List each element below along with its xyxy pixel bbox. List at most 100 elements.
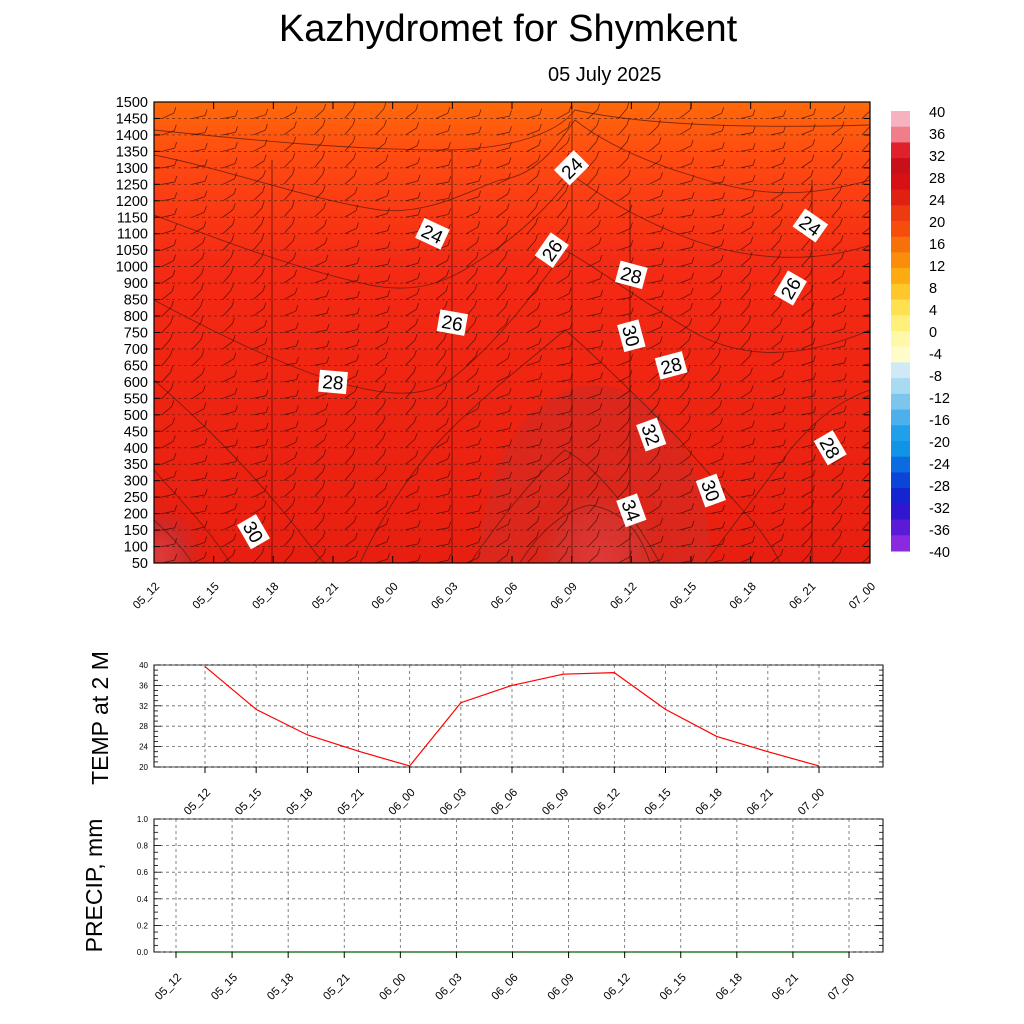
wind-barb-flag <box>478 536 482 543</box>
wind-barb <box>709 441 722 449</box>
wind-barb-flag <box>875 372 877 378</box>
wind-barb-flag <box>448 487 451 495</box>
wind-barb-flag <box>414 415 417 422</box>
wind-barb <box>496 340 508 350</box>
wind-barb-flag <box>538 123 542 131</box>
wind-barb <box>405 438 416 449</box>
wind-barb <box>222 256 232 267</box>
wind-barb-flag <box>265 108 269 115</box>
wind-barb-flag <box>507 352 511 359</box>
colorbar-tick-label: -32 <box>929 501 950 517</box>
wind-barb <box>435 355 445 366</box>
wind-barb-flag <box>384 465 387 472</box>
wind-barb <box>770 393 784 399</box>
precip-y-tick-label: 0.4 <box>137 895 149 904</box>
wind-barb-flag <box>173 107 177 114</box>
wind-barb-flag <box>869 157 870 158</box>
wind-barb <box>618 375 631 383</box>
wind-barb-flag <box>508 172 511 179</box>
wind-barb <box>374 558 388 563</box>
wind-barb-flag <box>782 502 786 510</box>
y-tick-label: 700 <box>124 342 148 358</box>
temp-x-tick-label: 06_00 <box>387 787 418 818</box>
colorbar-segment <box>891 126 910 143</box>
wind-barb-flag <box>174 208 178 215</box>
wind-barb-flag <box>447 254 450 261</box>
wind-barb-flag <box>234 172 238 179</box>
wind-barb-flag <box>447 470 451 477</box>
chart-date: 05 July 2025 <box>548 64 662 86</box>
wind-barb-flag <box>722 504 725 512</box>
wind-barb-flag <box>813 389 817 396</box>
wind-barb <box>770 554 782 563</box>
wind-barb <box>770 162 784 169</box>
wind-barb-flag <box>171 285 175 292</box>
wind-barb <box>770 323 781 333</box>
y-tick-label: 1300 <box>116 161 148 177</box>
wind-barb <box>283 190 293 202</box>
wind-barb <box>161 388 172 399</box>
wind-barb-flag <box>505 234 509 241</box>
wind-barb-flag <box>840 498 844 505</box>
wind-barb <box>313 439 325 449</box>
contour-label-bg <box>792 208 829 243</box>
wind-barb <box>344 158 355 169</box>
wind-barb-flag <box>630 240 634 247</box>
wind-barb-flag <box>783 422 786 429</box>
wind-barb <box>496 115 510 119</box>
wind-barb <box>618 406 629 416</box>
wind-barb-flag <box>869 503 870 504</box>
wind-barb <box>831 552 841 563</box>
wind-barb <box>831 190 841 202</box>
wind-barb-flag <box>811 154 815 161</box>
wind-barb-flag <box>261 547 265 554</box>
wind-barb <box>466 180 480 185</box>
wind-barb-flag <box>875 290 877 296</box>
wind-barb <box>770 376 783 383</box>
wind-barb <box>222 115 236 119</box>
contour-label-bg <box>553 150 590 186</box>
wind-barb-flag <box>414 432 418 440</box>
wind-barb-flag <box>691 208 695 216</box>
wind-barb <box>496 289 506 300</box>
wind-barb <box>679 473 691 482</box>
colorbar-segment <box>891 425 910 442</box>
wind-barb <box>435 147 449 152</box>
wind-barb-flag <box>478 455 482 462</box>
wind-barb-flag <box>265 389 269 396</box>
wind-barb-flag <box>505 218 509 226</box>
wind-barb-flag <box>570 373 573 380</box>
colorbar-segment <box>891 393 910 411</box>
colorbar-segment <box>891 299 910 316</box>
wind-barb <box>800 490 813 498</box>
wind-barb-flag <box>657 102 661 110</box>
wind-barb <box>161 112 175 119</box>
y-tick-label: 400 <box>124 441 148 457</box>
wind-barb <box>526 256 537 267</box>
wind-barb-flag <box>231 234 235 241</box>
wind-barb <box>405 231 419 235</box>
colorbar-segment <box>891 142 910 159</box>
wind-barb-flag <box>721 223 725 231</box>
wind-barb <box>557 111 570 119</box>
wind-barb-flag <box>687 382 691 389</box>
x-tick-label: 05_15 <box>191 581 222 612</box>
wind-barb <box>861 244 870 251</box>
wind-barb <box>466 211 479 218</box>
wind-barb <box>313 455 325 465</box>
wind-barb-flag <box>261 234 265 241</box>
colorbar-segment <box>891 346 910 363</box>
wind-barb-flag <box>387 207 390 214</box>
contour-label: 30 <box>695 473 727 508</box>
precip-x-tick-label: 06_09 <box>546 972 577 1003</box>
wind-barb <box>283 395 297 399</box>
colorbar-segment <box>891 362 910 379</box>
wind-barb <box>253 175 264 185</box>
wind-barb <box>435 164 449 169</box>
wind-barb <box>496 256 506 267</box>
temp-x-tick-label: 06_09 <box>540 787 571 818</box>
wind-barb-flag <box>750 385 754 392</box>
wind-barb-flag <box>660 305 664 313</box>
wind-barb <box>618 158 628 169</box>
